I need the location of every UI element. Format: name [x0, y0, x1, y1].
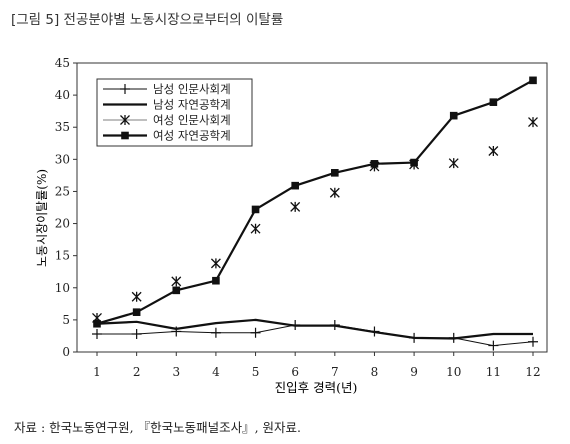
square-marker [212, 276, 220, 285]
asterisk-marker [171, 276, 182, 287]
square-marker [132, 308, 141, 316]
y-tick-label: 35 [55, 120, 70, 134]
y-tick-label: 25 [55, 184, 70, 198]
legend-label: 남성 자연공학계 [153, 98, 231, 112]
figure-title: [그림 5] 전공분야별 노동시장으로부터의 이탈률 [11, 12, 284, 28]
y-tick-label: 15 [55, 249, 70, 263]
plus-marker [488, 340, 499, 351]
series-4 [93, 76, 537, 328]
asterisk-marker [290, 201, 301, 212]
square-marker [331, 169, 339, 177]
asterisk-marker [131, 291, 142, 302]
series-layer [92, 76, 538, 351]
series-line [97, 324, 534, 347]
plus-marker [92, 329, 102, 340]
plus-marker [120, 84, 130, 94]
square-marker [449, 111, 458, 120]
legend-item: 남성 인문사회계 [103, 82, 231, 96]
square-marker [172, 286, 181, 295]
x-tick-label: 5 [252, 365, 260, 379]
square-marker [291, 181, 299, 190]
series-3 [92, 117, 538, 323]
plot-area-frame [76, 62, 548, 353]
plus-marker [250, 327, 261, 338]
legend-item: 여성 인문사회계 [103, 113, 231, 127]
y-tick-label: 30 [55, 152, 70, 166]
legend-item: 여성 자연공학계 [103, 129, 231, 143]
square-marker [93, 319, 101, 328]
x-tick-label: 2 [133, 365, 141, 379]
x-tick-label: 7 [331, 365, 339, 379]
asterisk-marker [488, 145, 499, 156]
square-marker [529, 76, 537, 85]
square-marker [489, 98, 498, 106]
x-tick-label: 1 [93, 365, 101, 379]
asterisk-marker [210, 258, 221, 269]
x-tick-label: 4 [212, 365, 220, 379]
x-tick-label: 8 [371, 365, 379, 379]
square-marker [370, 160, 379, 168]
y-tick-label: 45 [55, 56, 70, 70]
x-tick-label: 10 [446, 365, 461, 379]
y-tick-label: 10 [55, 281, 70, 295]
square-marker [251, 205, 260, 214]
asterisk-marker [250, 223, 261, 234]
legend-item: 남성 자연공학계 [103, 98, 231, 112]
y-tick-label: 20 [55, 217, 70, 231]
legend-label: 여성 인문사회계 [153, 113, 231, 127]
asterisk-marker [120, 115, 130, 125]
y-tick-label: 5 [62, 313, 70, 327]
plus-marker [131, 329, 142, 340]
plus-marker [528, 336, 538, 347]
series-line [96, 318, 533, 340]
x-tick-label: 9 [410, 365, 418, 379]
y-tick-label: 40 [55, 88, 70, 102]
x-tick-label: 12 [525, 365, 540, 379]
series-line [96, 79, 534, 325]
legend-label: 남성 인문사회계 [153, 82, 231, 96]
legend-label: 여성 자연공학계 [153, 129, 231, 143]
figure-source: 자료 : 한국노동연구원, 『한국노동패널조사』, 원자료. [14, 420, 302, 435]
square-marker [410, 158, 418, 167]
asterisk-marker [448, 158, 459, 169]
series-2 [96, 318, 533, 340]
square-marker [121, 131, 129, 140]
asterisk-marker [329, 187, 340, 198]
x-tick-label: 3 [172, 365, 180, 379]
x-tick-label: 11 [486, 365, 501, 379]
asterisk-marker [528, 117, 538, 128]
plus-marker [210, 327, 221, 338]
y-tick-label: 0 [62, 345, 70, 359]
x-tick-label: 6 [291, 365, 299, 379]
x-axis-label: 진입후 경력(년) [275, 380, 358, 395]
y-axis-label: 노동시장이탈률(%) [35, 169, 49, 267]
